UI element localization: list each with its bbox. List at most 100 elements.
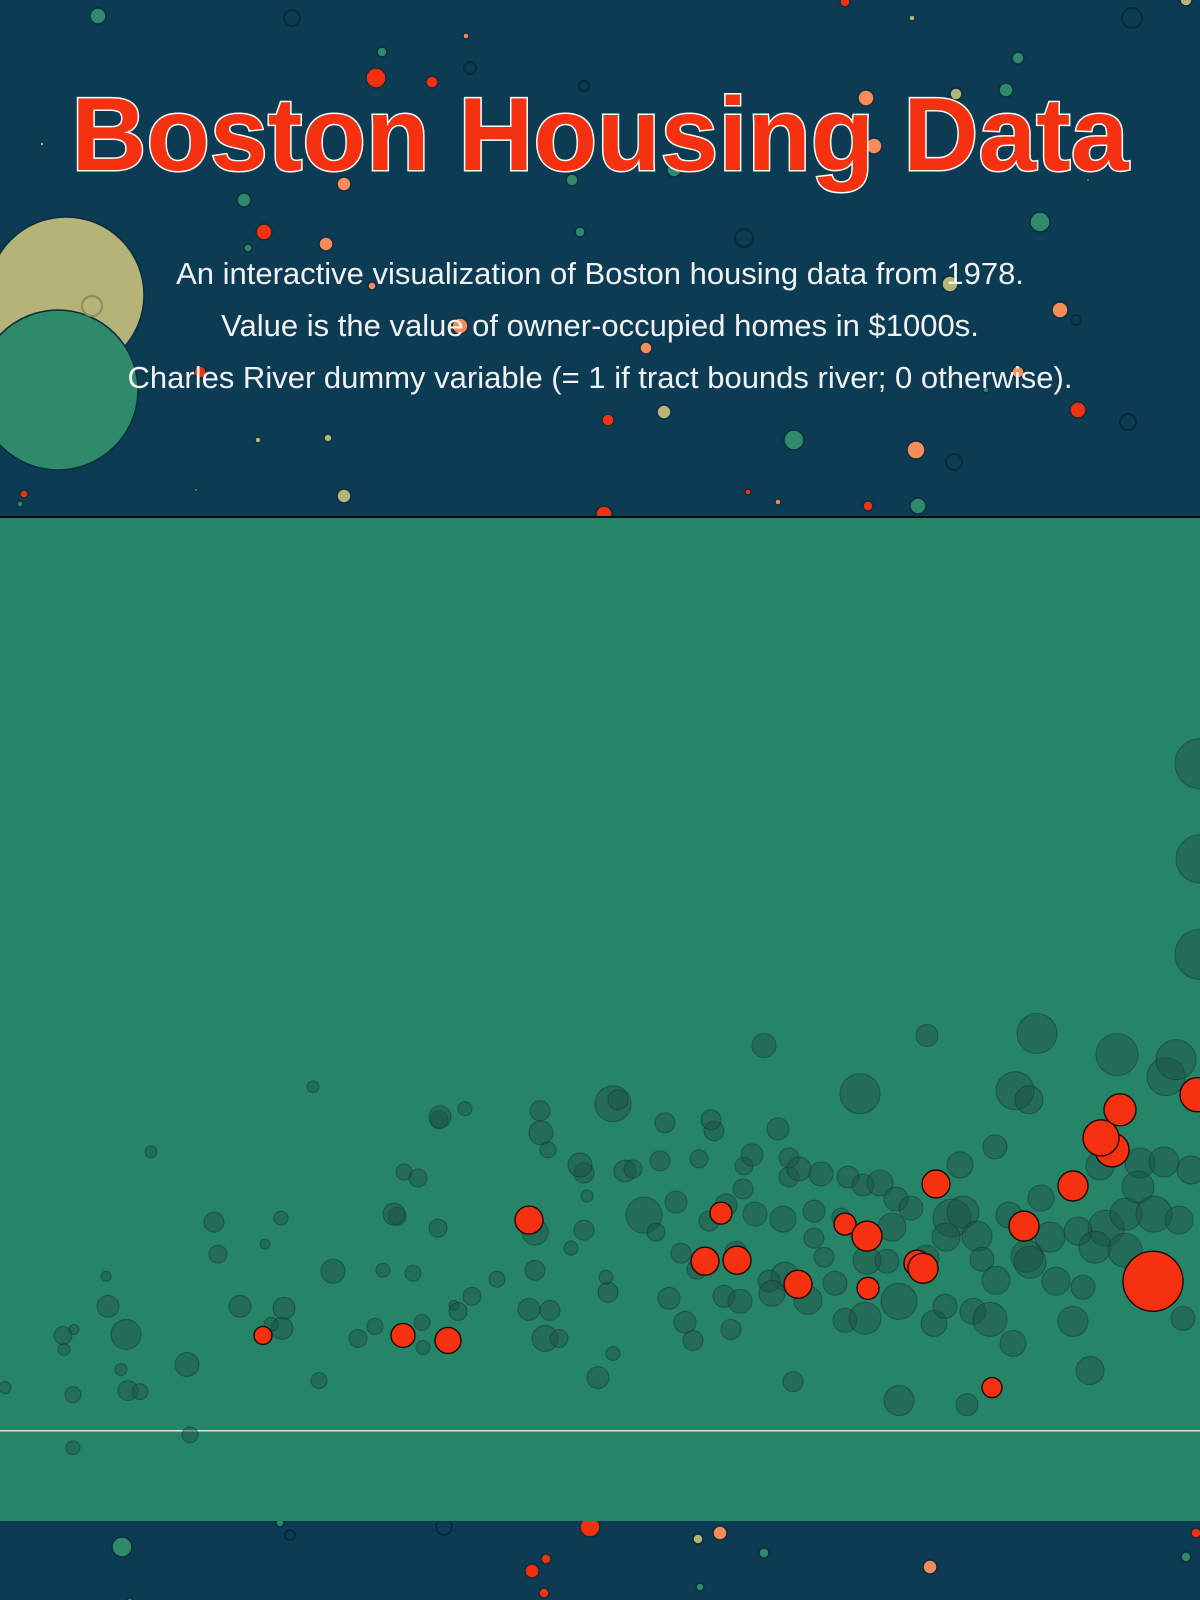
point-non-river-36[interactable] — [429, 1110, 449, 1130]
point-non-river-163[interactable] — [822, 1270, 848, 1296]
point-non-river-88[interactable] — [766, 1117, 790, 1141]
point-non-river-126[interactable] — [1057, 1305, 1089, 1337]
point-non-river-45[interactable] — [524, 1259, 546, 1281]
point-non-river-56[interactable] — [528, 1120, 554, 1146]
point-non-river-109[interactable] — [915, 1024, 939, 1048]
point-non-river-58[interactable] — [594, 1085, 632, 1123]
point-non-river-139[interactable] — [1174, 928, 1200, 980]
point-river-15[interactable] — [1057, 1170, 1089, 1202]
point-non-river-16[interactable] — [270, 1316, 294, 1340]
point-non-river-91[interactable] — [778, 1166, 800, 1188]
point-non-river-9[interactable] — [64, 1386, 82, 1404]
point-non-river-48[interactable] — [531, 1324, 559, 1352]
point-non-river-161[interactable] — [874, 1248, 900, 1274]
point-non-river-49[interactable] — [549, 1328, 569, 1348]
point-non-river-30[interactable] — [413, 1313, 431, 1331]
point-non-river-80[interactable] — [720, 1318, 742, 1340]
point-non-river-114[interactable] — [946, 1151, 974, 1179]
point-non-river-156[interactable] — [757, 1269, 781, 1293]
point-non-river-100[interactable] — [836, 1165, 860, 1189]
point-non-river-130[interactable] — [1087, 1209, 1125, 1247]
point-non-river-32[interactable] — [382, 1202, 406, 1226]
point-river-18[interactable] — [1103, 1093, 1137, 1127]
point-non-river-121[interactable] — [1016, 1013, 1058, 1055]
point-non-river-70[interactable] — [654, 1112, 676, 1134]
point-non-river-27[interactable] — [366, 1317, 384, 1335]
point-non-river-73[interactable] — [670, 1242, 692, 1264]
point-non-river-35[interactable] — [428, 1218, 448, 1238]
point-river-14[interactable] — [1008, 1210, 1040, 1242]
point-non-river-28[interactable] — [375, 1262, 391, 1278]
point-non-river-148[interactable] — [1078, 1230, 1112, 1264]
point-non-river-21[interactable] — [273, 1210, 289, 1226]
point-non-river-117[interactable] — [981, 1265, 1011, 1295]
point-non-river-101[interactable] — [851, 1173, 875, 1197]
point-non-river-136[interactable] — [1155, 1039, 1197, 1081]
point-non-river-8[interactable] — [131, 1383, 149, 1401]
point-non-river-116[interactable] — [972, 1301, 1008, 1337]
point-river-4[interactable] — [690, 1246, 720, 1276]
point-non-river-158[interactable] — [664, 1190, 688, 1214]
point-river-9[interactable] — [851, 1220, 883, 1252]
point-non-river-165[interactable] — [786, 1156, 812, 1182]
point-non-river-0[interactable] — [0, 1381, 12, 1395]
point-non-river-140[interactable] — [1175, 834, 1200, 884]
point-non-river-150[interactable] — [1013, 1245, 1047, 1279]
point-non-river-143[interactable] — [961, 1220, 993, 1252]
point-non-river-52[interactable] — [573, 1162, 595, 1184]
point-non-river-60[interactable] — [597, 1281, 619, 1303]
point-non-river-71[interactable] — [673, 1310, 697, 1334]
point-non-river-29[interactable] — [404, 1264, 422, 1282]
point-non-river-86[interactable] — [740, 1143, 764, 1167]
point-non-river-141[interactable] — [1174, 738, 1200, 790]
point-non-river-57[interactable] — [539, 1141, 557, 1159]
point-non-river-133[interactable] — [1124, 1147, 1156, 1179]
point-non-river-37[interactable] — [428, 1105, 452, 1129]
point-non-river-34[interactable] — [408, 1168, 428, 1188]
point-non-river-22[interactable] — [259, 1238, 271, 1250]
point-non-river-51[interactable] — [573, 1219, 595, 1241]
point-non-river-118[interactable] — [982, 1134, 1008, 1160]
point-non-river-12[interactable] — [203, 1211, 225, 1233]
point-non-river-128[interactable] — [1075, 1356, 1105, 1386]
point-non-river-53[interactable] — [567, 1152, 593, 1178]
point-non-river-44[interactable] — [517, 1297, 541, 1321]
point-river-0[interactable] — [253, 1325, 273, 1346]
point-non-river-23[interactable] — [306, 1080, 320, 1094]
point-non-river-78[interactable] — [712, 1284, 736, 1308]
point-non-river-42[interactable] — [457, 1101, 473, 1117]
point-river-20[interactable] — [1122, 1250, 1184, 1312]
point-non-river-55[interactable] — [529, 1100, 551, 1122]
point-non-river-6[interactable] — [114, 1363, 128, 1377]
point-non-river-145[interactable] — [898, 1195, 924, 1221]
point-non-river-85[interactable] — [742, 1201, 768, 1227]
point-non-river-81[interactable] — [727, 1288, 753, 1314]
point-non-river-13[interactable] — [208, 1244, 228, 1264]
point-non-river-72[interactable] — [682, 1329, 704, 1351]
point-non-river-87[interactable] — [751, 1033, 777, 1059]
point-non-river-25[interactable] — [310, 1372, 328, 1390]
point-river-12[interactable] — [907, 1252, 939, 1284]
point-non-river-157[interactable] — [758, 1279, 786, 1307]
point-non-river-24[interactable] — [320, 1258, 346, 1284]
point-river-6[interactable] — [709, 1201, 733, 1225]
point-non-river-14[interactable] — [228, 1294, 252, 1318]
point-river-3[interactable] — [514, 1205, 544, 1235]
point-non-river-63[interactable] — [586, 1366, 610, 1390]
point-non-river-26[interactable] — [348, 1328, 368, 1348]
point-non-river-152[interactable] — [969, 1246, 995, 1272]
point-non-river-138[interactable] — [1176, 1155, 1200, 1185]
point-non-river-18[interactable] — [174, 1352, 200, 1378]
point-non-river-120[interactable] — [1014, 1085, 1044, 1115]
point-non-river-102[interactable] — [848, 1301, 882, 1335]
point-river-13[interactable] — [921, 1169, 951, 1199]
point-river-8[interactable] — [833, 1212, 857, 1236]
point-river-2[interactable] — [434, 1326, 462, 1355]
point-non-river-15[interactable] — [272, 1296, 296, 1320]
point-non-river-108[interactable] — [883, 1385, 915, 1417]
point-non-river-153[interactable] — [1121, 1170, 1155, 1204]
point-non-river-39[interactable] — [448, 1301, 468, 1321]
point-non-river-113[interactable] — [955, 1393, 979, 1417]
point-non-river-59[interactable] — [607, 1089, 629, 1111]
point-non-river-107[interactable] — [883, 1186, 909, 1212]
